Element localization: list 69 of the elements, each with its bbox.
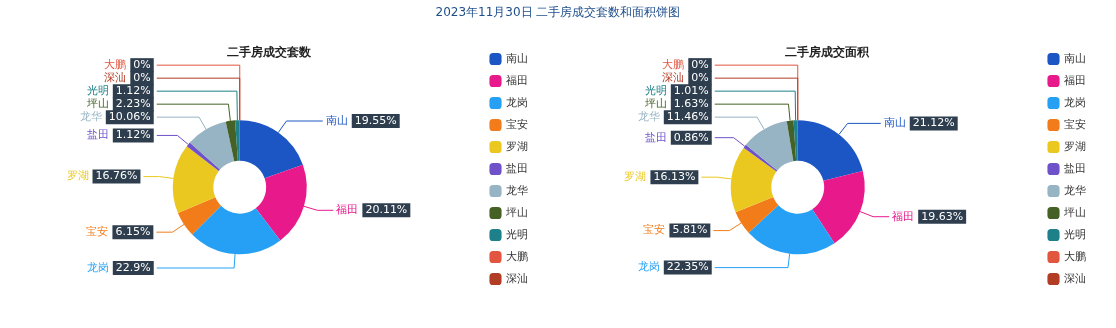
slice-label: 南山 <box>325 113 348 127</box>
data-label: 21.12% <box>912 116 955 130</box>
data-label: 16.13% <box>653 170 696 184</box>
slice-label: 南山 <box>883 116 906 130</box>
slice-label: 罗湖 <box>66 169 89 183</box>
data-label: 22.35% <box>666 260 709 274</box>
category-label: 深汕 <box>662 71 685 84</box>
legend-label: 南山 <box>1064 51 1086 65</box>
legend-label: 福田 <box>1064 73 1086 87</box>
slice-label: 龙华 <box>637 110 660 123</box>
slice-label: 光明 <box>86 84 109 98</box>
data-label: 16.76% <box>95 169 138 183</box>
legend-label: 盐田 <box>506 161 528 175</box>
data-label: 5.81% <box>672 223 708 237</box>
slice-label: 罗湖 <box>624 170 647 184</box>
data-label: 2.23% <box>115 97 151 111</box>
data-label: 6.15% <box>115 225 151 239</box>
chart-title: 二手房成交套数 <box>227 45 312 60</box>
text: 0% <box>691 58 709 71</box>
data-label: 1.01% <box>673 84 709 97</box>
category-label: 深汕 <box>104 71 127 85</box>
slice-label: 福田 <box>336 203 359 217</box>
text: 2023年11月30日 二手房成交套数和面积饼图 <box>435 5 681 19</box>
legend-label: 坪山 <box>505 205 528 219</box>
legend-label: 罗湖 <box>506 139 528 153</box>
chart-title: 二手房成交面积 <box>785 45 870 60</box>
legend-label: 龙岗 <box>506 95 528 109</box>
data-label: 11.46% <box>666 110 709 123</box>
category-label: 大鹏 <box>662 58 685 71</box>
legend-label: 深汕 <box>506 271 528 285</box>
legend-label: 盐田 <box>1064 161 1086 175</box>
legend-label: 深汕 <box>1064 271 1086 285</box>
category-label: 大鹏 <box>104 58 127 72</box>
legend-label: 大鹏 <box>1064 249 1086 263</box>
slice-label: 宝安 <box>86 225 109 239</box>
legend-label: 龙岗 <box>1064 95 1086 109</box>
legend-label: 宝安 <box>1064 117 1086 131</box>
legend-label: 光明 <box>1064 227 1086 241</box>
slice-label: 盐田 <box>644 130 667 144</box>
legend-label: 罗湖 <box>1064 139 1086 153</box>
slice-label: 龙岗 <box>637 260 660 274</box>
data-label: 22.9% <box>115 260 151 274</box>
data-label: 1.12% <box>115 84 151 98</box>
slice-label: 福田 <box>892 209 915 223</box>
data-label: 0.86% <box>673 130 709 144</box>
data-label: 20.11% <box>365 203 408 217</box>
data-label: 19.63% <box>921 209 964 223</box>
slice-label: 龙华 <box>79 110 102 124</box>
legend-label: 南山 <box>506 51 528 65</box>
slice-label: 坪山 <box>643 97 667 110</box>
slice-label: 坪山 <box>85 97 109 111</box>
data-label: 19.55% <box>354 113 397 127</box>
text: 0% <box>691 71 709 84</box>
slice-label: 龙岗 <box>86 260 109 274</box>
slice-label: 盐田 <box>86 128 109 142</box>
legend-label: 龙华 <box>1064 183 1086 197</box>
legend-label: 坪山 <box>1063 205 1086 219</box>
data-label: 1.12% <box>115 128 151 142</box>
data-label: 10.06% <box>108 110 151 124</box>
data-label: 1.63% <box>673 97 709 110</box>
slice-label: 宝安 <box>643 223 666 237</box>
text: 0% <box>133 71 151 85</box>
slice-label: 光明 <box>644 84 667 97</box>
legend-label: 龙华 <box>506 183 528 197</box>
text: 0% <box>133 58 151 72</box>
legend-label: 光明 <box>506 227 528 241</box>
legend-label: 大鹏 <box>506 249 528 263</box>
legend-label: 福田 <box>506 73 528 87</box>
legend-label: 宝安 <box>506 117 528 131</box>
